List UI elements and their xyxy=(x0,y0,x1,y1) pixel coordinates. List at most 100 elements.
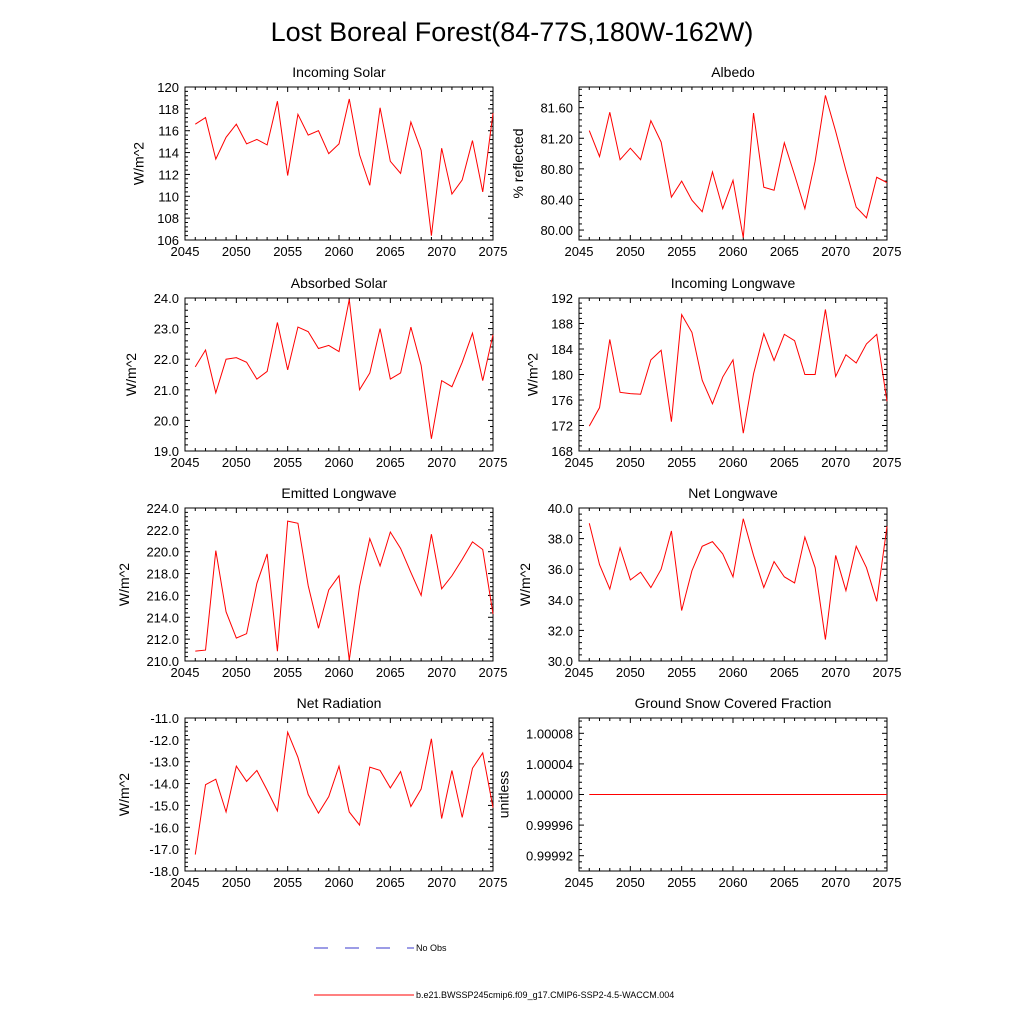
ground-snow-covered-fraction-ytick-label: 1.00004 xyxy=(526,757,573,772)
absorbed-solar-xtick-label: 2070 xyxy=(427,455,456,470)
incoming-longwave-ytick-label: 168 xyxy=(551,444,573,459)
ground-snow-covered-fraction-ytick-label: 1.00000 xyxy=(526,788,573,803)
incoming-solar-ylabel: W/m^2 xyxy=(130,142,146,185)
net-radiation-xtick-label: 2050 xyxy=(222,875,251,890)
net-longwave-ytick-label: 40.0 xyxy=(548,501,573,516)
net-radiation-xtick-label: 2070 xyxy=(427,875,456,890)
albedo-ytick-label: 80.00 xyxy=(540,223,573,238)
absorbed-solar-plot-frame xyxy=(184,297,494,452)
incoming-solar-ytick-label: 120 xyxy=(157,80,179,95)
incoming-solar-xtick-label: 2055 xyxy=(273,244,302,259)
absorbed-solar-xtick-label: 2055 xyxy=(273,455,302,470)
incoming-solar-xtick-label: 2065 xyxy=(376,244,405,259)
emitted-longwave-ytick-label: 220.0 xyxy=(146,545,179,560)
net-radiation-xtick-label: 2075 xyxy=(479,875,508,890)
emitted-longwave-xtick-label: 2075 xyxy=(479,665,508,680)
net-longwave-xtick-label: 2045 xyxy=(565,665,594,680)
ground-snow-covered-fraction-title: Ground Snow Covered Fraction xyxy=(635,695,832,711)
incoming-longwave-xtick-label: 2065 xyxy=(770,455,799,470)
incoming-longwave-xtick-label: 2050 xyxy=(616,455,645,470)
albedo-xtick-label: 2055 xyxy=(667,244,696,259)
ground-snow-covered-fraction-xtick-label: 2050 xyxy=(616,875,645,890)
ground-snow-covered-fraction-ytick-label: 0.99992 xyxy=(526,849,573,864)
incoming-longwave-xtick-label: 2075 xyxy=(873,455,902,470)
panel-net-longwave: 2045 2050 2055 2060 2065 2070 2075 30.0 32.0 34.0… xyxy=(517,485,901,680)
incoming-longwave-ytick-label: 192 xyxy=(551,291,573,306)
incoming-solar-series-line xyxy=(195,98,494,236)
net-longwave-xtick-label: 2060 xyxy=(719,665,748,680)
incoming-solar-plot-frame xyxy=(184,86,494,241)
emitted-longwave-ytick-label: 218.0 xyxy=(146,567,179,582)
net-radiation-ytick-label: -15.0 xyxy=(149,798,179,813)
albedo-ytick-label: 80.80 xyxy=(540,162,573,177)
absorbed-solar-series-line xyxy=(194,299,494,439)
incoming-longwave-ylabel: W/m^2 xyxy=(524,353,540,396)
emitted-longwave-xtick-label: 2060 xyxy=(325,665,354,680)
legend-model-label: b.e21.BWSSP245cmip6.f09_g17.CMIP6-SSP2-4… xyxy=(416,990,674,1000)
net-radiation-ytick-label: -12.0 xyxy=(149,733,179,748)
emitted-longwave-xtick-label: 2045 xyxy=(171,665,200,680)
net-longwave-xtick-label: 2065 xyxy=(770,665,799,680)
albedo-xtick-label: 2060 xyxy=(719,244,748,259)
net-longwave-ytick-label: 32.0 xyxy=(548,623,573,638)
net-radiation-ytick-label: -13.0 xyxy=(149,755,179,770)
net-longwave-title: Net Longwave xyxy=(688,485,778,501)
net-radiation-ytick-label: -16.0 xyxy=(149,820,179,835)
absorbed-solar-xtick-label: 2065 xyxy=(376,455,405,470)
emitted-longwave-plot-frame xyxy=(184,507,494,662)
emitted-longwave-ytick-label: 222.0 xyxy=(146,523,179,538)
incoming-solar-xtick-label: 2060 xyxy=(325,244,354,259)
incoming-solar-ytick-label: 108 xyxy=(157,211,179,226)
albedo-plot-frame xyxy=(578,86,888,241)
net-radiation-ytick-label: -17.0 xyxy=(149,842,179,857)
panel-incoming-longwave: 2045 2050 2055 2060 2065 2070 2075 168 172 176 180… xyxy=(524,275,901,470)
absorbed-solar-ytick-label: 19.0 xyxy=(154,444,179,459)
absorbed-solar-ytick-label: 23.0 xyxy=(154,322,179,337)
panel-net-radiation: 2045 2050 2055 2060 2065 2070 2075 -18.0 -17.0 -1… xyxy=(116,695,507,890)
emitted-longwave-xtick-label: 2070 xyxy=(427,665,456,680)
panel-ground-snow-covered-fraction: 2045 2050 2055 2060 2065 2070 2075 0.99992 0.999… xyxy=(496,695,902,890)
incoming-solar-title: Incoming Solar xyxy=(292,64,386,80)
ground-snow-covered-fraction-xtick-label: 2045 xyxy=(565,875,594,890)
incoming-longwave-ytick-label: 180 xyxy=(551,368,573,383)
incoming-longwave-ytick-label: 184 xyxy=(551,342,573,357)
incoming-solar-xtick-label: 2045 xyxy=(171,244,200,259)
net-longwave-plot-frame xyxy=(578,507,888,662)
net-longwave-ytick-label: 30.0 xyxy=(548,654,573,669)
net-radiation-xtick-label: 2055 xyxy=(273,875,302,890)
net-longwave-series-line xyxy=(588,518,888,640)
panel-emitted-longwave: 2045 2050 2055 2060 2065 2070 2075 210.0 212.0 21… xyxy=(116,485,507,680)
absorbed-solar-ylabel: W/m^2 xyxy=(123,353,139,396)
incoming-solar-ytick-label: 112 xyxy=(158,167,179,182)
albedo-title: Albedo xyxy=(711,64,755,80)
net-longwave-xtick-label: 2070 xyxy=(821,665,850,680)
net-radiation-ytick-label: -14.0 xyxy=(149,777,179,792)
incoming-solar-ytick-label: 110 xyxy=(158,189,179,204)
incoming-solar-xtick-label: 2075 xyxy=(479,244,508,259)
ground-snow-covered-fraction-ytick-label: 0.99996 xyxy=(526,818,573,833)
incoming-solar-xtick-label: 2070 xyxy=(427,244,456,259)
ground-snow-covered-fraction-xtick-label: 2065 xyxy=(770,875,799,890)
ground-snow-covered-fraction-ytick-label: 1.00008 xyxy=(526,726,573,741)
net-radiation-ytick-label: -18.0 xyxy=(149,864,179,879)
albedo-xtick-label: 2070 xyxy=(821,244,850,259)
net-longwave-xtick-label: 2075 xyxy=(873,665,902,680)
absorbed-solar-xtick-label: 2060 xyxy=(325,455,354,470)
albedo-xtick-label: 2075 xyxy=(873,244,902,259)
incoming-solar-xtick-label: 2050 xyxy=(222,244,251,259)
net-radiation-xtick-label: 2060 xyxy=(325,875,354,890)
emitted-longwave-xtick-label: 2055 xyxy=(273,665,302,680)
net-radiation-title: Net Radiation xyxy=(297,695,382,711)
emitted-longwave-ytick-label: 212.0 xyxy=(146,632,179,647)
incoming-longwave-ytick-label: 172 xyxy=(551,419,573,434)
emitted-longwave-ytick-label: 210.0 xyxy=(146,654,179,669)
absorbed-solar-ytick-label: 22.0 xyxy=(154,352,179,367)
albedo-xtick-label: 2045 xyxy=(565,244,594,259)
incoming-solar-ytick-label: 118 xyxy=(158,102,179,117)
emitted-longwave-series-line xyxy=(195,520,494,660)
emitted-longwave-xtick-label: 2050 xyxy=(222,665,251,680)
emitted-longwave-xtick-label: 2065 xyxy=(376,665,405,680)
emitted-longwave-ytick-label: 216.0 xyxy=(146,588,179,603)
incoming-longwave-ytick-label: 188 xyxy=(551,317,573,332)
